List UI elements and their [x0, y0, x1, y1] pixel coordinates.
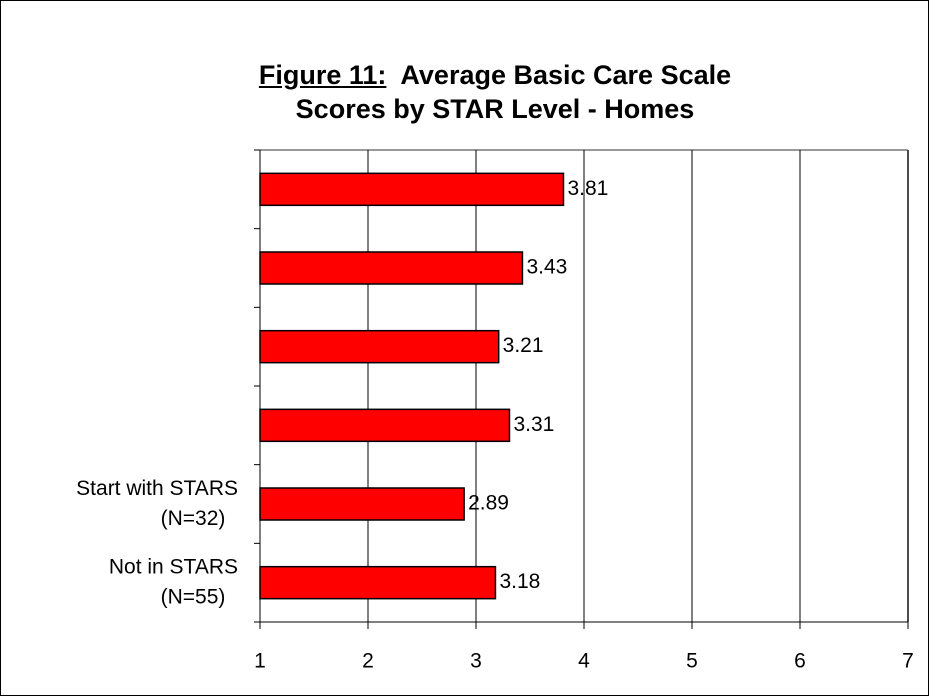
x-tick-label: 4: [578, 650, 590, 673]
x-tick-label: 1: [254, 650, 266, 673]
data-label: 3.18: [499, 570, 540, 593]
x-tick-label: 7: [902, 650, 914, 673]
data-label: 2.89: [468, 492, 509, 515]
y-tick-label-line: (N=32): [161, 507, 226, 530]
chart-title-block: Figure 11: Average Basic Care Scale Scor…: [230, 58, 760, 126]
y-tick-label-line: Not in STARS: [109, 555, 238, 578]
y-tick-label: Start with STARS (N=32): [76, 477, 238, 530]
data-label: 3.21: [503, 334, 544, 357]
x-tick-label: 3: [470, 650, 482, 673]
figure-label: Figure 11:: [258, 60, 387, 90]
y-tick-label: Not in STARS (N=55): [109, 555, 238, 608]
bar: [259, 172, 565, 207]
y-tick-label-line: (N=55): [161, 585, 226, 608]
x-tick-label: 5: [686, 650, 698, 673]
bar: [259, 487, 465, 521]
bar: [259, 565, 497, 600]
data-label: 3.81: [567, 177, 608, 200]
bar: [259, 408, 511, 443]
data-label: 3.43: [526, 256, 567, 279]
x-tick-label: 6: [794, 650, 806, 673]
x-tick-label: 2: [362, 650, 374, 673]
y-tick-label-line: Start with STARS: [76, 477, 238, 500]
bar: [259, 251, 524, 285]
chart-title: Average Basic Care Scale Scores by STAR …: [295, 60, 732, 124]
data-label: 3.31: [513, 413, 554, 436]
bar: [259, 329, 500, 364]
